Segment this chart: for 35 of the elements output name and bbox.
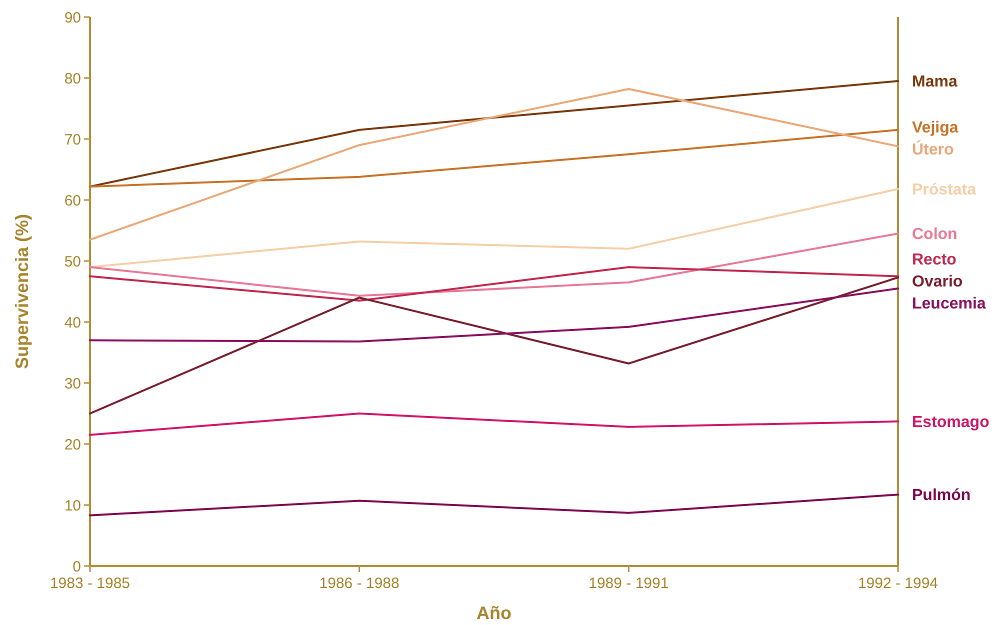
line-series — [89, 412, 899, 436]
y-tick-label: 80 — [64, 70, 81, 88]
series-label: Pulmón — [912, 487, 971, 504]
y-tick-label: 30 — [64, 375, 81, 392]
y-tick-label: 90 — [64, 9, 81, 26]
line-series — [89, 276, 899, 414]
y-tick-label: 50 — [64, 253, 81, 270]
x-tick-label: 1992 - 1994 — [858, 575, 938, 592]
series-label: Ovario — [912, 273, 963, 290]
line-series — [89, 88, 899, 241]
series-label: Estomago — [912, 414, 990, 432]
y-tick-label: 20 — [64, 436, 81, 454]
line-series — [89, 188, 899, 268]
series-label: Recto — [912, 251, 957, 268]
line-series — [89, 128, 899, 188]
y-tick-label: 40 — [64, 314, 81, 332]
series-label: Leucemia — [912, 295, 986, 312]
y-tick-label: 70 — [64, 131, 81, 148]
y-tick-label: 0 — [72, 558, 81, 576]
line-series — [89, 232, 899, 297]
series-label: Próstata — [912, 182, 976, 199]
x-tick-label: 1989 - 1991 — [588, 575, 669, 592]
x-tick-label: 1983 - 1985 — [50, 575, 130, 592]
y-tick-label: 60 — [64, 192, 81, 210]
series-label: Vejiga — [912, 120, 958, 137]
series-label: Colon — [912, 226, 958, 244]
y-axis-title: Supervivencia (%) — [12, 214, 32, 370]
line-series — [89, 80, 899, 188]
series-label: Mama — [912, 74, 958, 91]
y-tick-label: 10 — [64, 497, 81, 514]
line-series — [89, 494, 899, 516]
series-label: Útero — [912, 140, 954, 159]
x-axis-title: Año — [476, 603, 512, 623]
x-tick-label: 1986 - 1988 — [319, 575, 400, 592]
line-series — [89, 287, 899, 343]
